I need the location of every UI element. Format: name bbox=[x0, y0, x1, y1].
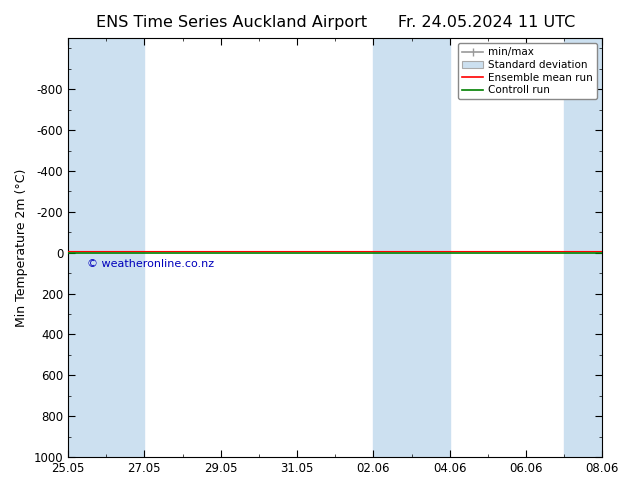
Bar bbox=[373, 38, 450, 457]
Legend: min/max, Standard deviation, Ensemble mean run, Controll run: min/max, Standard deviation, Ensemble me… bbox=[458, 43, 597, 99]
Title: ENS Time Series Auckland Airport      Fr. 24.05.2024 11 UTC: ENS Time Series Auckland Airport Fr. 24.… bbox=[96, 15, 575, 30]
Bar bbox=[68, 38, 145, 457]
Y-axis label: Min Temperature 2m (°C): Min Temperature 2m (°C) bbox=[15, 169, 28, 327]
Bar bbox=[564, 38, 602, 457]
Text: © weatheronline.co.nz: © weatheronline.co.nz bbox=[87, 259, 214, 269]
